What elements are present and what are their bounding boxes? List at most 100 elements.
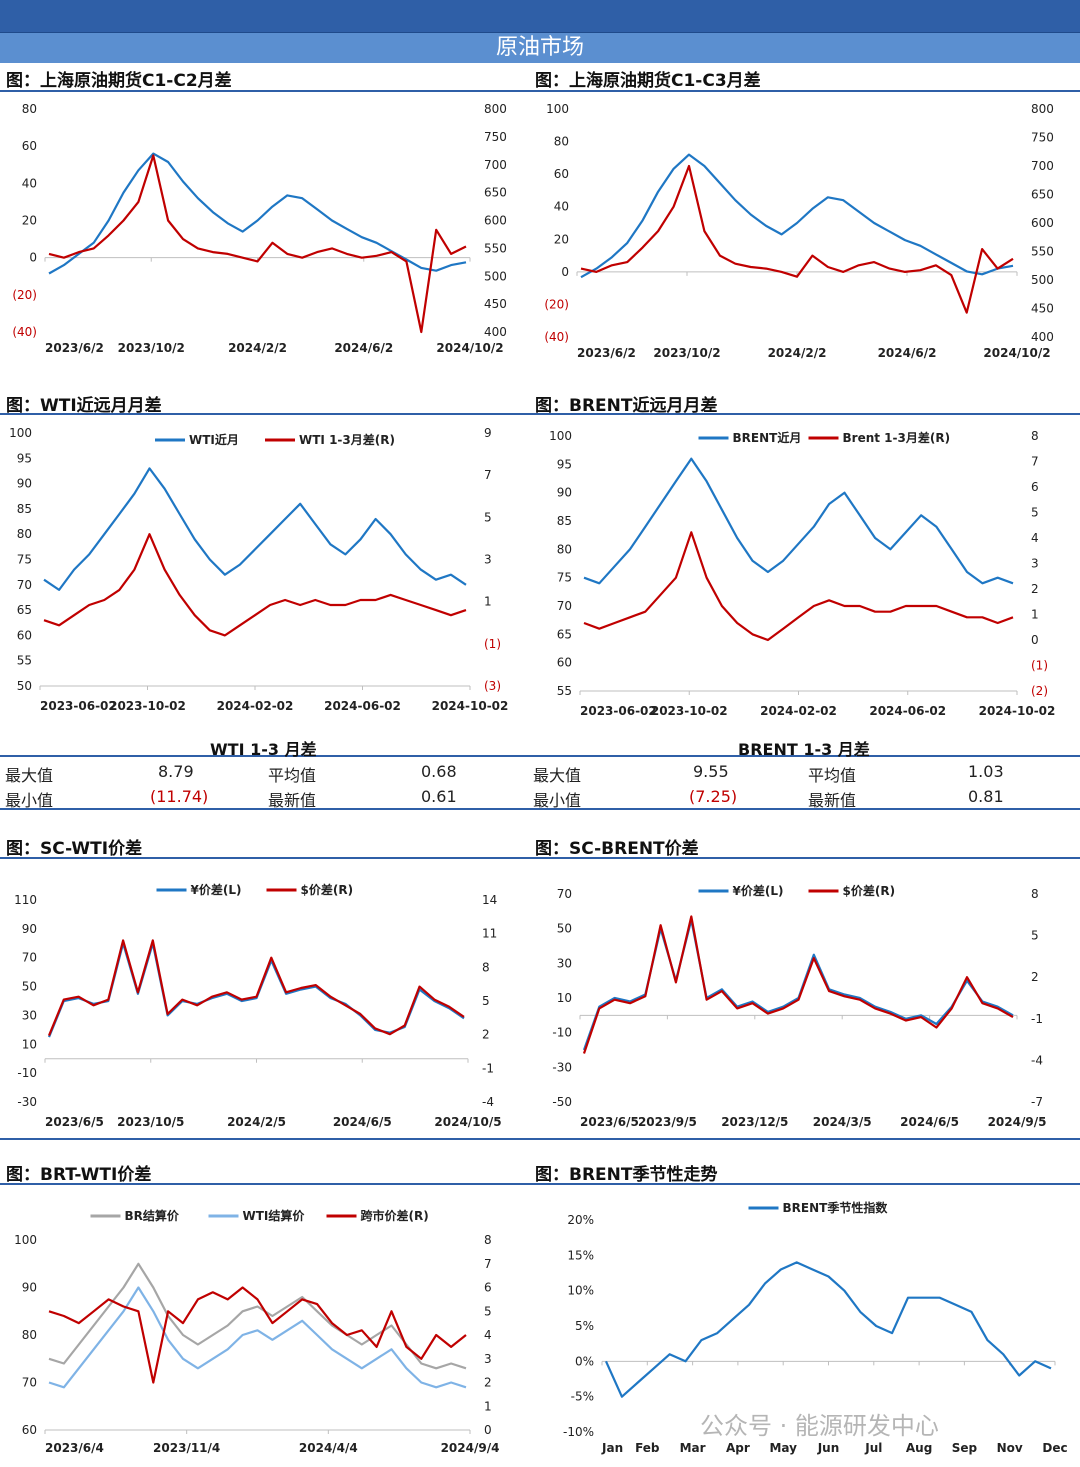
- series-line: [580, 153, 1014, 279]
- y-right-tick-label: 650: [484, 186, 507, 200]
- y-left-tick-label: 55: [557, 684, 572, 698]
- y-right-tick-label: 2: [1031, 582, 1039, 596]
- x-tick-label: 2024/10/2: [983, 346, 1050, 360]
- stats-rule: [0, 755, 1080, 757]
- x-tick-label: Jun: [817, 1441, 840, 1455]
- x-tick-label: 2024/10/5: [434, 1115, 501, 1129]
- x-tick-label: 2024/6/2: [334, 341, 393, 355]
- y-left-tick-label: (40): [12, 325, 37, 339]
- y-left-tick-label: 75: [557, 571, 572, 585]
- y-right-tick-label: 1: [1031, 608, 1039, 622]
- chart-scwti: 110 90 70 50 30 10 -10 -30 14 11 8 5 2 -1 -4 2023/6/5 20…: [14, 882, 502, 1129]
- y-right-tick-label: 450: [484, 297, 507, 311]
- y-left-tick-label: -50: [552, 1095, 572, 1109]
- legend-label: WTI近月: [189, 432, 239, 447]
- y-left-tick-label: 90: [17, 477, 32, 491]
- x-tick-label: 2023/12/5: [721, 1115, 788, 1129]
- y-right-tick-label: 0: [484, 1423, 492, 1437]
- y-left-tick-label: 100: [549, 429, 572, 443]
- y-right-tick-label: 2: [1031, 970, 1039, 984]
- y-left-tick-label: 40: [554, 200, 569, 214]
- wti-last-value: 0.61: [421, 787, 457, 806]
- y-right-tick-label: 5: [1031, 929, 1039, 943]
- y-left-tick-label: 80: [17, 527, 32, 541]
- y-right-tick-label: 14: [482, 893, 497, 907]
- y-left-tick-label: -30: [552, 1060, 572, 1074]
- series-line: [48, 1286, 467, 1384]
- y-right-tick-label: 700: [1031, 159, 1054, 173]
- header-rule: [0, 857, 1080, 859]
- y-left-tick-label: 60: [554, 167, 569, 181]
- y-right-tick-label: 7: [484, 1257, 492, 1271]
- x-tick-label: 2024/2/5: [227, 1115, 286, 1129]
- x-tick-label: 2023/10/2: [653, 346, 720, 360]
- legend-label: WTI 1-3月差(R): [299, 432, 395, 447]
- y-right-tick-label: 8: [1031, 887, 1039, 901]
- legend-label: BRENT季节性指数: [783, 1200, 889, 1215]
- y-right-tick-label: 6: [1031, 480, 1039, 494]
- x-tick-label: 2024-10-02: [979, 704, 1056, 718]
- brent-max-value: 9.55: [693, 762, 729, 781]
- y-left-tick-label: 90: [22, 1281, 37, 1295]
- y-left-tick-label: 85: [557, 514, 572, 528]
- series-line: [583, 531, 1014, 642]
- y-right-tick-label: 5: [482, 994, 490, 1008]
- legend-label: $价差(R): [843, 883, 896, 898]
- y-left-tick-label: 80: [22, 1328, 37, 1342]
- y-left-tick-label: 90: [557, 486, 572, 500]
- x-tick-label: 2023-06-02: [580, 704, 657, 718]
- x-tick-label: May: [769, 1441, 797, 1455]
- series-line: [47, 939, 465, 1037]
- y-left-tick-label: 30: [22, 1008, 37, 1022]
- chart-wti: 1009590858075706560555097531(1)(3)2023-0…: [9, 426, 508, 713]
- x-tick-label: 2024/6/5: [900, 1115, 959, 1129]
- y-right-tick-label: (3): [484, 679, 501, 693]
- header-rule: [0, 90, 1080, 92]
- x-tick-label: 2024/9/5: [988, 1115, 1047, 1129]
- y-right-tick-label: -4: [1031, 1053, 1043, 1067]
- x-tick-label: 2023/10/2: [118, 341, 185, 355]
- y-left-tick-label: 10: [22, 1037, 37, 1051]
- y-left-tick-label: 0%: [575, 1354, 594, 1368]
- header-rule: [0, 413, 1080, 415]
- header-wti: 图：WTI近远月月差: [6, 396, 162, 416]
- y-left-tick-label: 75: [17, 553, 32, 567]
- brent-min-value: (7.25): [689, 787, 738, 806]
- wti-avg-value: 0.68: [421, 762, 457, 781]
- y-left-tick-label: 20: [554, 232, 569, 246]
- y-left-tick-label: 90: [22, 922, 37, 936]
- brent-min-label: 最小值: [533, 791, 582, 810]
- stats-rule: [0, 808, 1080, 810]
- x-tick-label: 2024-02-02: [760, 704, 837, 718]
- brent-avg-value: 1.03: [968, 762, 1004, 781]
- y-left-tick-label: 40: [22, 176, 37, 190]
- section-banner: 原油市场: [0, 32, 1080, 63]
- y-left-tick-label: -10%: [563, 1425, 594, 1439]
- legend-label: ¥价差(L): [733, 883, 784, 898]
- y-right-tick-label: 3: [484, 1352, 492, 1366]
- watermark: 公众号 · 能源研发中心: [700, 1412, 939, 1440]
- y-right-tick-label: -1: [1031, 1012, 1043, 1026]
- y-left-tick-label: 60: [22, 1423, 37, 1437]
- y-right-tick-label: 400: [1031, 330, 1054, 344]
- y-left-tick-label: 70: [557, 599, 572, 613]
- x-tick-label: 2023/11/4: [153, 1441, 220, 1455]
- y-left-tick-label: 110: [14, 893, 37, 907]
- y-left-tick-label: 50: [17, 679, 32, 693]
- x-tick-label: 2024-02-02: [217, 699, 294, 713]
- wti-max-label: 最大值: [5, 766, 54, 785]
- x-tick-label: Jul: [864, 1441, 882, 1455]
- y-left-tick-label: 80: [22, 102, 37, 116]
- y-left-tick-label: 5%: [575, 1319, 594, 1333]
- y-right-tick-label: 7: [1031, 455, 1039, 469]
- y-left-tick-label: 80: [554, 135, 569, 149]
- x-tick-label: 2024/10/2: [436, 341, 503, 355]
- y-right-tick-label: 5: [484, 1304, 492, 1318]
- y-right-tick-label: 1: [484, 1399, 492, 1413]
- y-right-tick-label: 8: [1031, 429, 1039, 443]
- y-right-tick-label: 700: [484, 158, 507, 172]
- y-right-tick-label: 5: [484, 510, 492, 524]
- x-tick-label: 2024/2/2: [228, 341, 287, 355]
- header-scbrent: 图：SC-BRENT价差: [535, 839, 699, 859]
- x-tick-label: Mar: [680, 1441, 706, 1455]
